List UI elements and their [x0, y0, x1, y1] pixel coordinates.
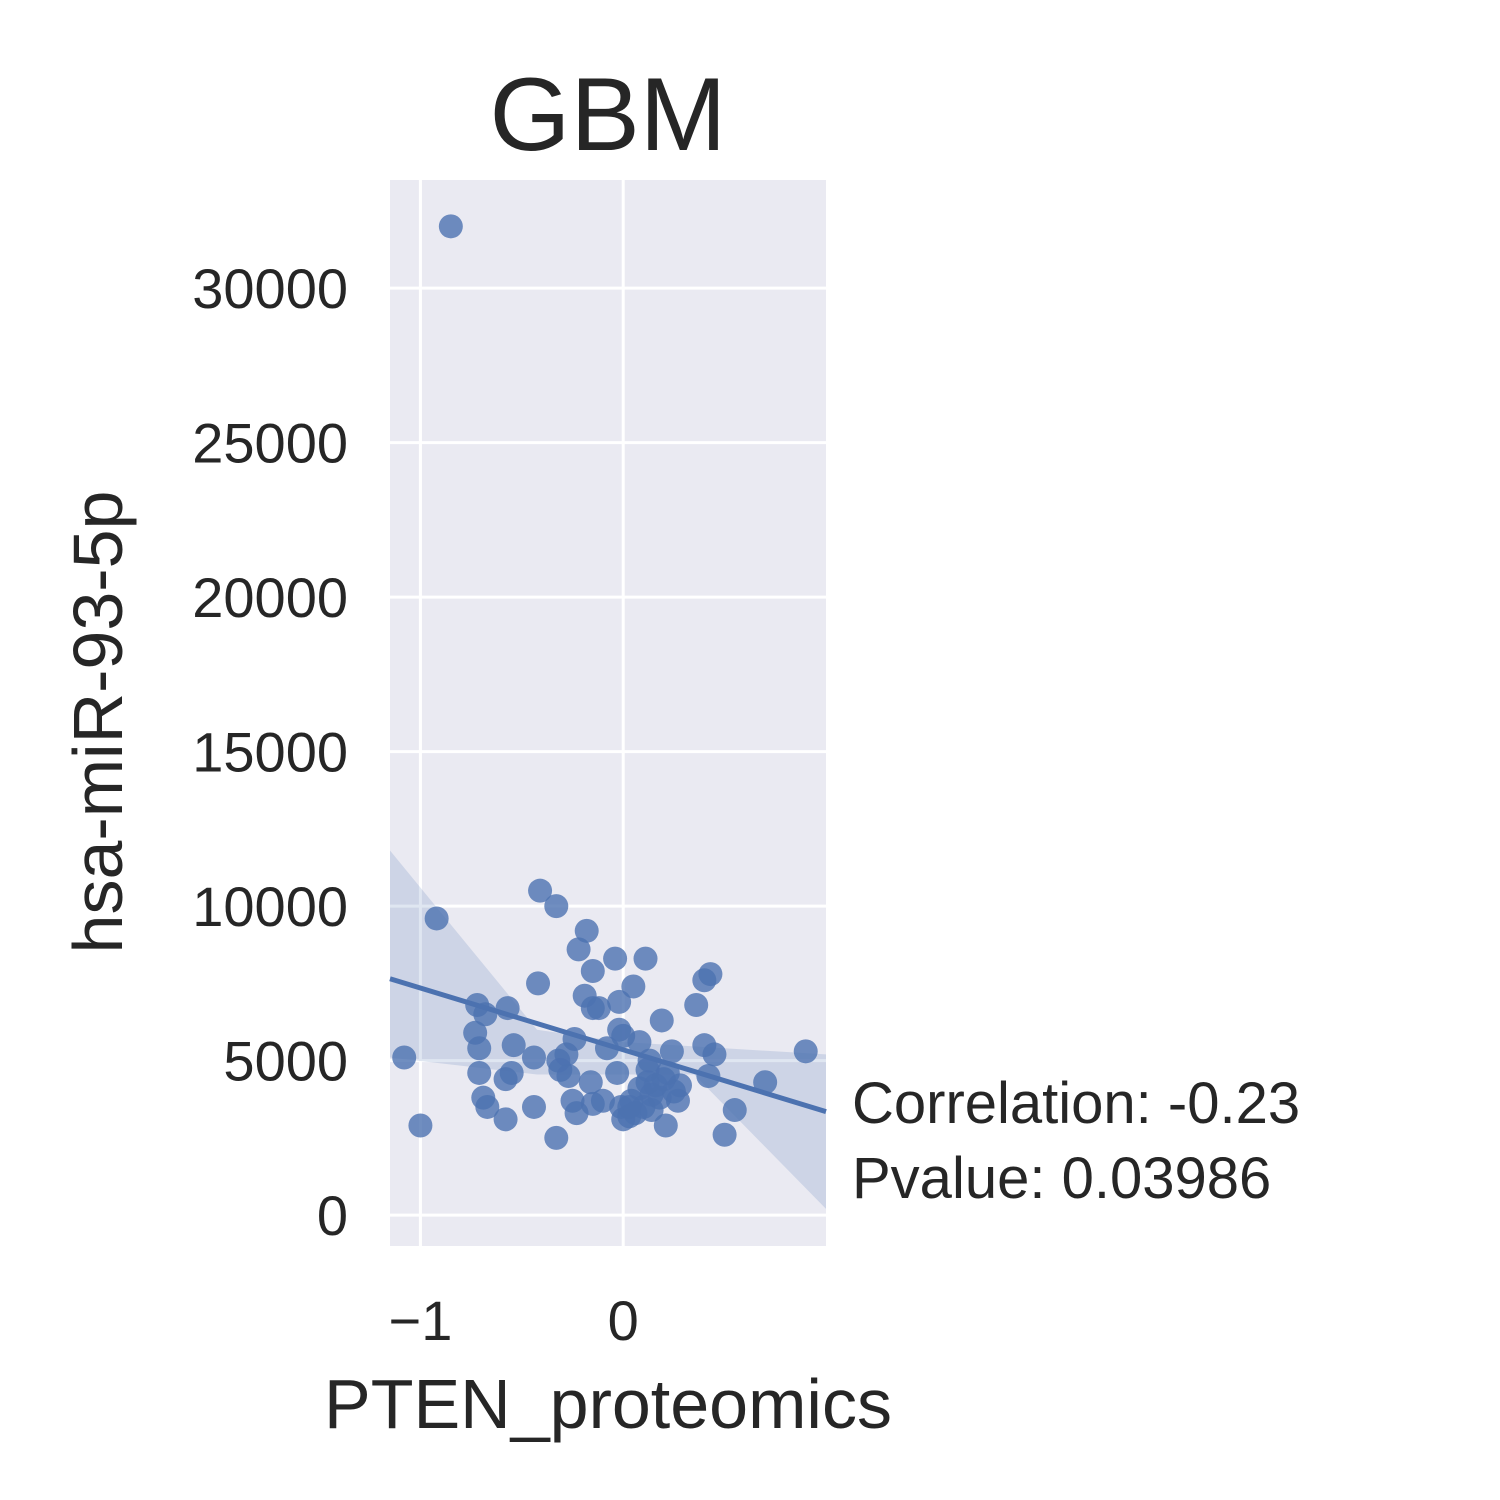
scatter-point [556, 1064, 581, 1089]
scatter-point [753, 1070, 778, 1095]
scatter-point [493, 1107, 518, 1132]
y-tick-label: 15000 [192, 721, 348, 784]
y-tick-label: 20000 [192, 566, 348, 629]
scatter-point [528, 878, 553, 903]
scatter-point [605, 1060, 630, 1085]
tick-labels: −1 0 0 5000 10000 15000 20000 25000 30000 [192, 257, 639, 1352]
y-tick-label: 0 [317, 1184, 348, 1247]
x-tick-label: −1 [388, 1289, 452, 1352]
y-tick-label: 30000 [192, 257, 348, 320]
scatter-point [424, 906, 449, 931]
y-axis-label: hsa-miR-93-5p [59, 491, 137, 954]
scatter-point [586, 996, 611, 1021]
y-tick-label: 5000 [223, 1030, 348, 1093]
scatter-point [722, 1098, 747, 1123]
scatter-point [712, 1122, 737, 1147]
scatter-point [438, 214, 463, 239]
scatter-point [702, 1042, 727, 1067]
scatter-point [580, 959, 605, 984]
scatter-point [574, 918, 599, 943]
scatter-point [521, 1045, 546, 1070]
scatter-point [649, 1008, 674, 1033]
scatter-point [467, 1060, 492, 1085]
y-tick-label: 10000 [192, 875, 348, 938]
pvalue-annotation: Pvalue: 0.03986 [852, 1146, 1271, 1211]
scatter-point [521, 1094, 546, 1119]
correlation-annotation: Correlation: -0.23 [852, 1071, 1300, 1136]
scatter-point [793, 1039, 818, 1064]
scatter-point [659, 1039, 684, 1064]
scatter-point [607, 989, 632, 1014]
y-tick-label: 25000 [192, 412, 348, 475]
scatter-point [501, 1033, 526, 1058]
scatter-point [684, 992, 709, 1017]
scatter-point [590, 1088, 615, 1113]
x-tick-label: 0 [608, 1289, 639, 1352]
scatter-point [651, 1067, 676, 1092]
scatter-point [623, 1101, 648, 1126]
x-axis-label: PTEN_proteomics [324, 1365, 892, 1443]
scatter-point [467, 1036, 492, 1061]
scatter-point [653, 1113, 678, 1138]
scatter-point [544, 1125, 569, 1150]
scatter-point [566, 937, 591, 962]
scatter-point [408, 1113, 433, 1138]
scatter-point [475, 1094, 500, 1119]
chart-title: GBM [490, 57, 727, 173]
scatter-point [499, 1060, 524, 1085]
scatter-point [633, 946, 658, 971]
scatter-point [578, 1070, 603, 1095]
grid-lines [390, 180, 826, 1246]
scatter-point [621, 974, 646, 999]
scatter-point [603, 946, 628, 971]
scatter-point [627, 1030, 652, 1055]
scatter-point [698, 962, 723, 987]
scatter-point [526, 971, 551, 996]
scatter-point [544, 894, 569, 919]
scatter-point [392, 1045, 417, 1070]
regression-line [389, 976, 827, 1114]
